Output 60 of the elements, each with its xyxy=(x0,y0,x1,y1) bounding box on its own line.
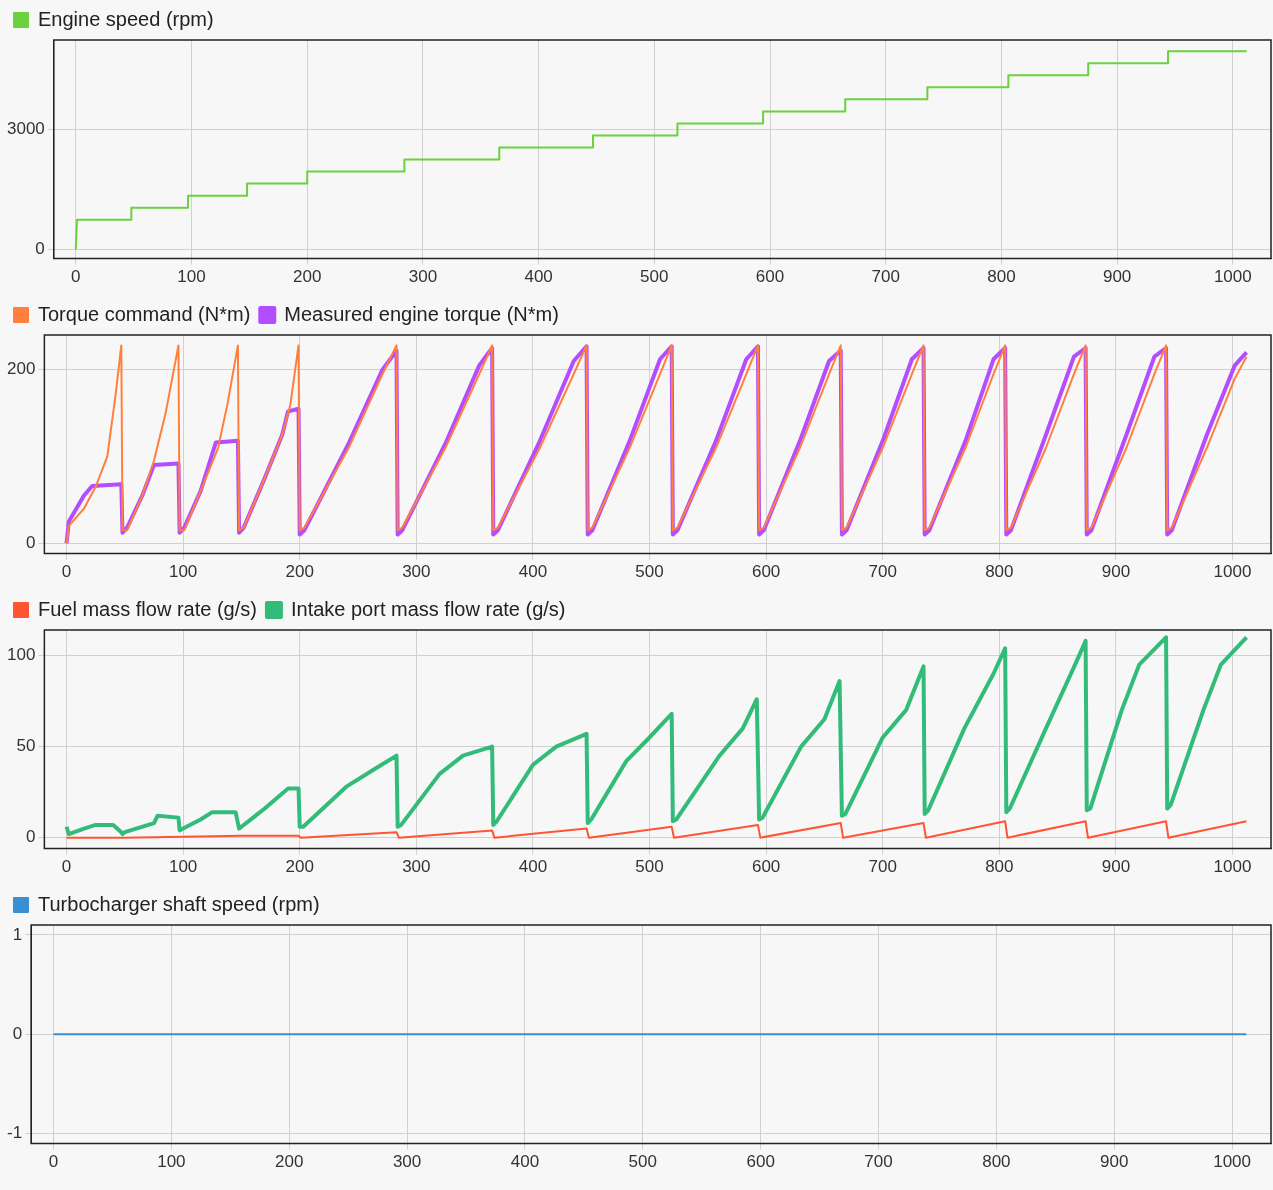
x-tick-label: 500 xyxy=(640,267,669,287)
x-tick-label: 400 xyxy=(510,1152,540,1172)
y-tick-label: 200 xyxy=(6,359,36,379)
x-tick-label: 400 xyxy=(518,857,548,877)
x-tick-label: 100 xyxy=(177,267,206,287)
y-tick-label: 0 xyxy=(25,827,36,847)
x-tick-label: 900 xyxy=(1101,562,1131,582)
x-tick-label: 700 xyxy=(868,857,897,877)
x-tick-label: 600 xyxy=(755,267,785,287)
x-tick-label: 600 xyxy=(746,1152,775,1172)
y-tick-label: 50 xyxy=(16,736,36,756)
x-tick-label: 800 xyxy=(985,562,1014,582)
legend-label: Fuel mass flow rate (g/s) xyxy=(38,597,257,620)
x-tick-label: 1000 xyxy=(1213,267,1252,287)
x-tick-label: 700 xyxy=(871,267,900,287)
x-tick-label: 600 xyxy=(751,562,781,582)
legend-label: Turbocharger shaft speed (rpm) xyxy=(38,892,320,915)
y-tick-label: 3000 xyxy=(6,119,45,139)
x-tick-label: 200 xyxy=(293,267,322,287)
x-tick-label: 700 xyxy=(868,562,897,582)
x-tick-label: 300 xyxy=(408,267,438,287)
x-tick-label: 800 xyxy=(987,267,1016,287)
legend-label: Engine speed (rpm) xyxy=(38,7,214,30)
x-tick-label: 300 xyxy=(402,562,431,582)
x-tick-label: 400 xyxy=(524,267,553,287)
x-tick-label: 800 xyxy=(985,857,1014,877)
x-tick-label: 1000 xyxy=(1213,1152,1252,1172)
x-tick-label: 600 xyxy=(751,857,781,877)
x-tick-label: 700 xyxy=(864,1152,893,1172)
x-tick-label: 100 xyxy=(168,562,198,582)
legend-label: Intake port mass flow rate (g/s) xyxy=(290,597,566,620)
x-tick-label: 800 xyxy=(982,1152,1011,1172)
x-tick-label: 200 xyxy=(285,857,314,877)
x-tick-label: 900 xyxy=(1102,267,1132,287)
x-tick-label: 300 xyxy=(402,857,431,877)
y-tick-label: 0 xyxy=(35,239,45,259)
x-tick-label: 900 xyxy=(1100,1152,1129,1172)
x-tick-label: 0 xyxy=(61,857,72,877)
y-tick-label: 100 xyxy=(6,645,36,665)
x-tick-label: 400 xyxy=(518,562,548,582)
x-tick-label: 1000 xyxy=(1213,562,1252,582)
x-tick-label: 0 xyxy=(71,267,81,287)
x-tick-label: 0 xyxy=(48,1152,59,1172)
x-tick-label: 200 xyxy=(275,1152,304,1172)
x-tick-label: 100 xyxy=(168,857,198,877)
x-tick-label: 0 xyxy=(61,562,72,582)
x-tick-label: 500 xyxy=(635,562,664,582)
y-tick-label: 0 xyxy=(12,1023,23,1043)
x-tick-label: 200 xyxy=(285,562,314,582)
legend-label: Measured engine torque (N*m) xyxy=(284,302,559,325)
legend-label: Torque command (N*m) xyxy=(38,302,251,325)
x-tick-label: 1000 xyxy=(1213,857,1252,877)
x-tick-label: 500 xyxy=(635,857,664,877)
x-tick-label: 900 xyxy=(1101,857,1131,877)
x-tick-label: 100 xyxy=(157,1152,186,1172)
y-tick-label: 0 xyxy=(25,532,36,552)
x-tick-label: 500 xyxy=(628,1152,657,1172)
y-tick-label: 1 xyxy=(12,924,23,944)
x-tick-label: 300 xyxy=(392,1152,422,1172)
y-tick-label: -1 xyxy=(6,1123,23,1143)
